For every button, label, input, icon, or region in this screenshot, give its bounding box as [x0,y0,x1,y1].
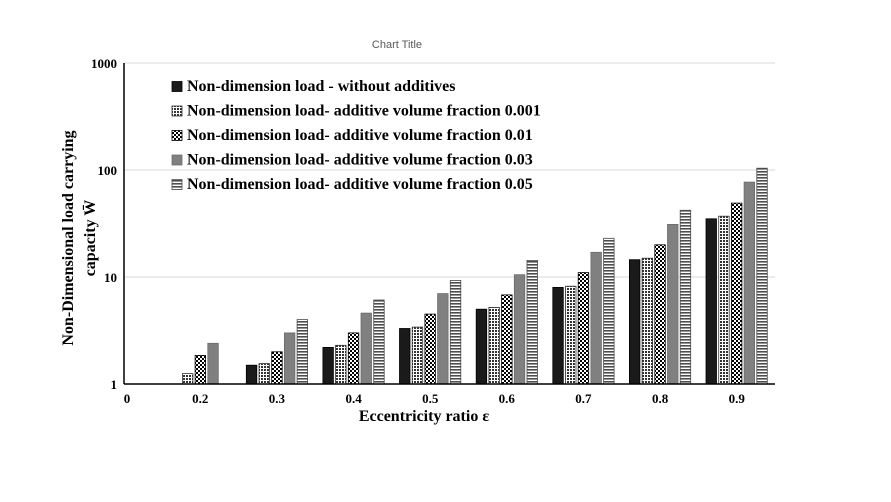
gridlines [124,62,775,278]
y-axis-label-line2: capacity W̄ [80,200,99,277]
bars [181,167,768,385]
bar [590,251,602,385]
x-tick-label: 0.8 [652,391,669,406]
bar [743,181,755,385]
y-tick-label: 100 [98,163,118,178]
bar [411,326,424,385]
bar [513,274,526,385]
bar [629,259,641,385]
legend-swatch [171,130,183,141]
x-tick-label: 0.7 [575,391,592,406]
bar [756,167,768,385]
bar [501,294,513,385]
bar [347,332,360,385]
legend-swatch [171,105,183,117]
bar [603,237,615,385]
bar [322,346,334,385]
legend-swatch [171,154,183,166]
legend-swatch [171,179,183,190]
bar [641,257,653,385]
y-axis-label-line1: Non-Dimensional load carrying [60,130,77,345]
bar [258,363,270,385]
x-axis-label: Eccentricity ratio ε [359,408,490,425]
bar [488,306,500,385]
x-tick-label: 0.2 [192,391,208,406]
bar [552,286,564,385]
bar [718,215,730,385]
bar [207,342,219,385]
bar [424,313,436,385]
legend-label: Non-dimension load- additive volume frac… [187,152,533,169]
bar [667,223,679,385]
legend-label: Non-dimension load- additive volume frac… [187,103,541,120]
x-tick-label: 0.6 [499,391,516,406]
legend-item: Non-dimension load- additive volume frac… [171,103,541,120]
legend: Non-dimension load - without additives No… [171,78,541,193]
legend-label: Non-dimension load - without additives [187,78,456,95]
bar [335,344,347,385]
bar [360,312,372,385]
legend-item: Non-dimension load- additive volume frac… [171,176,533,193]
bar [654,244,666,385]
bar [399,328,411,385]
bar [373,299,385,385]
y-tick-label: 1000 [91,56,117,71]
legend-swatch [171,81,183,92]
y-tick-labels: 1 10 100 1000 [91,56,117,392]
legend-item: Non-dimension load - without additives [171,78,456,95]
x-tick-label: 0.5 [422,391,439,406]
bar [577,272,590,385]
bar [181,373,194,385]
bar [283,332,296,385]
bar [565,285,577,385]
bar [271,351,283,385]
legend-label: Non-dimension load- additive volume frac… [187,176,533,193]
x-tick-label: 0.4 [345,391,362,406]
x-tick-label: 0.3 [269,391,286,406]
bar [526,259,538,385]
legend-label: Non-dimension load- additive volume frac… [187,127,533,144]
bar [296,319,309,385]
chart-title: Chart Title [372,39,422,51]
bar [245,364,258,385]
y-tick-label: 1 [111,377,118,392]
x-origin-label: 0 [124,391,131,406]
bar [679,209,692,385]
x-tick-label: 0.9 [729,391,746,406]
legend-item: Non-dimension load- additive volume frac… [171,127,533,144]
y-tick-label: 10 [104,270,117,285]
bar [731,202,743,385]
x-tick-labels: 0.2 0.3 0.4 0.5 0.6 0.7 0.8 0.9 [192,391,745,406]
bar [437,293,449,385]
bar [705,218,717,385]
bar [449,279,462,385]
bar [475,308,488,385]
bar [194,354,207,385]
legend-item: Non-dimension load- additive volume frac… [171,152,533,169]
